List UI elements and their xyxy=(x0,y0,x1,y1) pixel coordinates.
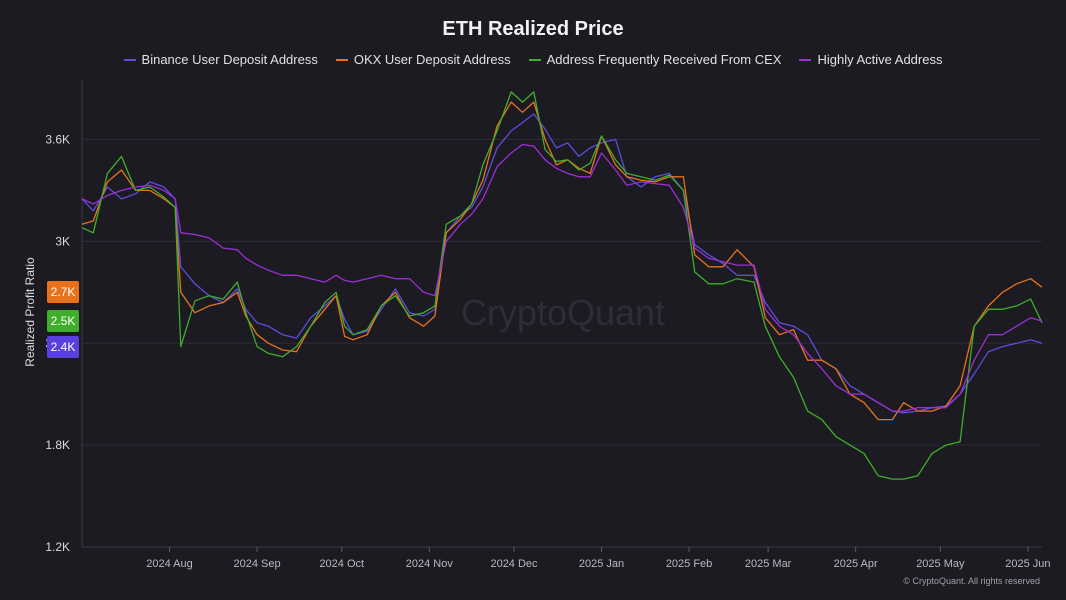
series-line-0[interactable] xyxy=(81,113,1043,414)
legend-label: Binance User Deposit Address xyxy=(141,52,318,67)
x-tick-label: 2024 Nov xyxy=(406,558,454,570)
end-value-badge: 2.5K xyxy=(47,310,79,332)
y-tick-label: 3K xyxy=(55,234,70,248)
y-axis-label: Realized Profit Ratio xyxy=(23,257,37,367)
legend-swatch xyxy=(799,58,812,61)
legend-item-cex[interactable]: Address Frequently Received From CEX xyxy=(528,52,782,67)
watermark-text: CryptoQuant xyxy=(461,292,665,333)
grid-layer xyxy=(82,138,1042,548)
legend-swatch xyxy=(335,58,348,61)
legend-label: Highly Active Address xyxy=(817,52,943,67)
x-tick-label: 2024 Oct xyxy=(319,558,364,570)
legend-swatch xyxy=(123,58,136,61)
y-tick-label: 1.8K xyxy=(45,438,70,452)
y-tick-label: 3.6K xyxy=(45,132,70,146)
legend-label: Address Frequently Received From CEX xyxy=(546,52,782,67)
chart-title: ETH Realized Price xyxy=(442,18,624,40)
x-tick-label: 2025 Jan xyxy=(579,558,624,570)
end-value-badge: 2.7K xyxy=(47,281,79,303)
legend-label: OKX User Deposit Address xyxy=(353,52,511,67)
x-tick-label: 2025 May xyxy=(916,558,965,570)
x-tick-label: 2025 Jun xyxy=(1005,558,1050,570)
x-tick-label: 2024 Sep xyxy=(234,558,281,570)
legend-item-binance[interactable]: Binance User Deposit Address xyxy=(123,52,318,67)
x-tick-label: 2025 Apr xyxy=(834,558,878,570)
copyright-footer: © CryptoQuant. All rights reserved xyxy=(903,576,1040,586)
series-line-3[interactable] xyxy=(81,143,1043,412)
series-layer xyxy=(81,91,1043,480)
legend-swatch xyxy=(528,58,541,61)
legend-item-okx[interactable]: OKX User Deposit Address xyxy=(335,52,511,67)
x-tick-label: 2025 Mar xyxy=(745,558,792,570)
x-tick-label: 2024 Aug xyxy=(146,558,193,570)
series-line-1[interactable] xyxy=(81,101,1043,421)
x-tick-label: 2025 Feb xyxy=(666,558,712,570)
end-value-badge: 2.4K xyxy=(47,336,79,358)
y-tick-label: 1.2K xyxy=(45,540,70,554)
x-tick-label: 2024 Dec xyxy=(490,558,538,570)
chart-legend: Binance User Deposit Address OKX User De… xyxy=(0,52,1066,67)
axis-layer: 1.2K 1.8K 2.4K 3K 3.6K 2024 Aug 2024 Sep 2024 O… xyxy=(45,80,1051,570)
series-line-2[interactable] xyxy=(81,91,1043,480)
legend-item-active[interactable]: Highly Active Address xyxy=(799,52,942,67)
